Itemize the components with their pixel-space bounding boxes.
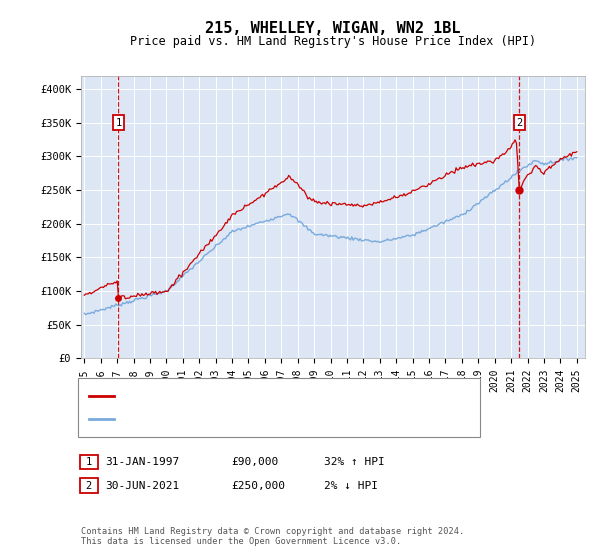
Text: 2: 2 [86, 480, 92, 491]
Text: 215, WHELLEY, WIGAN, WN2 1BL (detached house): 215, WHELLEY, WIGAN, WN2 1BL (detached h… [119, 391, 412, 401]
Text: Price paid vs. HM Land Registry's House Price Index (HPI): Price paid vs. HM Land Registry's House … [130, 35, 536, 48]
Text: HPI: Average price, detached house, Wigan: HPI: Average price, detached house, Wiga… [119, 414, 385, 424]
Text: £90,000: £90,000 [231, 457, 278, 467]
Text: 32% ↑ HPI: 32% ↑ HPI [324, 457, 385, 467]
Text: 2% ↓ HPI: 2% ↓ HPI [324, 480, 378, 491]
Text: 31-JAN-1997: 31-JAN-1997 [105, 457, 179, 467]
Text: 2: 2 [516, 118, 523, 128]
Text: 1: 1 [115, 118, 122, 128]
Text: Contains HM Land Registry data © Crown copyright and database right 2024.
This d: Contains HM Land Registry data © Crown c… [81, 526, 464, 546]
Text: 1: 1 [86, 457, 92, 467]
Text: 30-JUN-2021: 30-JUN-2021 [105, 480, 179, 491]
Text: £250,000: £250,000 [231, 480, 285, 491]
Text: 215, WHELLEY, WIGAN, WN2 1BL: 215, WHELLEY, WIGAN, WN2 1BL [205, 21, 461, 36]
